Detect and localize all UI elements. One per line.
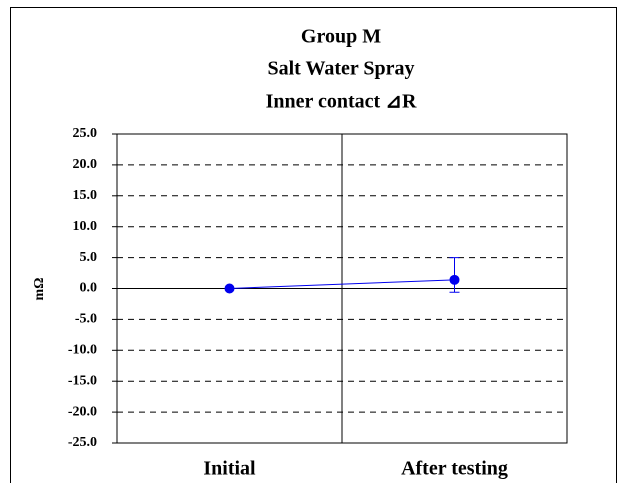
data-point [224, 283, 235, 294]
y-tick-label: 5.0 [80, 250, 98, 265]
chart-frame [10, 7, 617, 483]
chart-title: Salt Water Spray [267, 58, 414, 80]
y-tick-label: 20.0 [73, 157, 98, 172]
y-axis-label: mΩ [32, 278, 47, 301]
y-tick-label: 25.0 [73, 126, 98, 141]
y-tick-label: -10.0 [68, 343, 97, 358]
y-tick-label: -5.0 [75, 312, 97, 327]
chart-title: Inner contact ⊿R [266, 91, 417, 113]
y-tick-label: 0.0 [80, 281, 98, 296]
y-tick-label: -20.0 [68, 404, 97, 419]
x-tick-label: Initial [203, 458, 256, 480]
y-tick-label: 10.0 [73, 219, 98, 234]
y-tick-label: -25.0 [68, 435, 97, 450]
data-point [449, 274, 460, 285]
chart-title: Group M [301, 26, 381, 48]
y-tick-label: -15.0 [68, 373, 97, 388]
series-line [229, 279, 455, 289]
y-tick-label: 15.0 [73, 188, 98, 203]
x-tick-label: After testing [401, 458, 508, 480]
